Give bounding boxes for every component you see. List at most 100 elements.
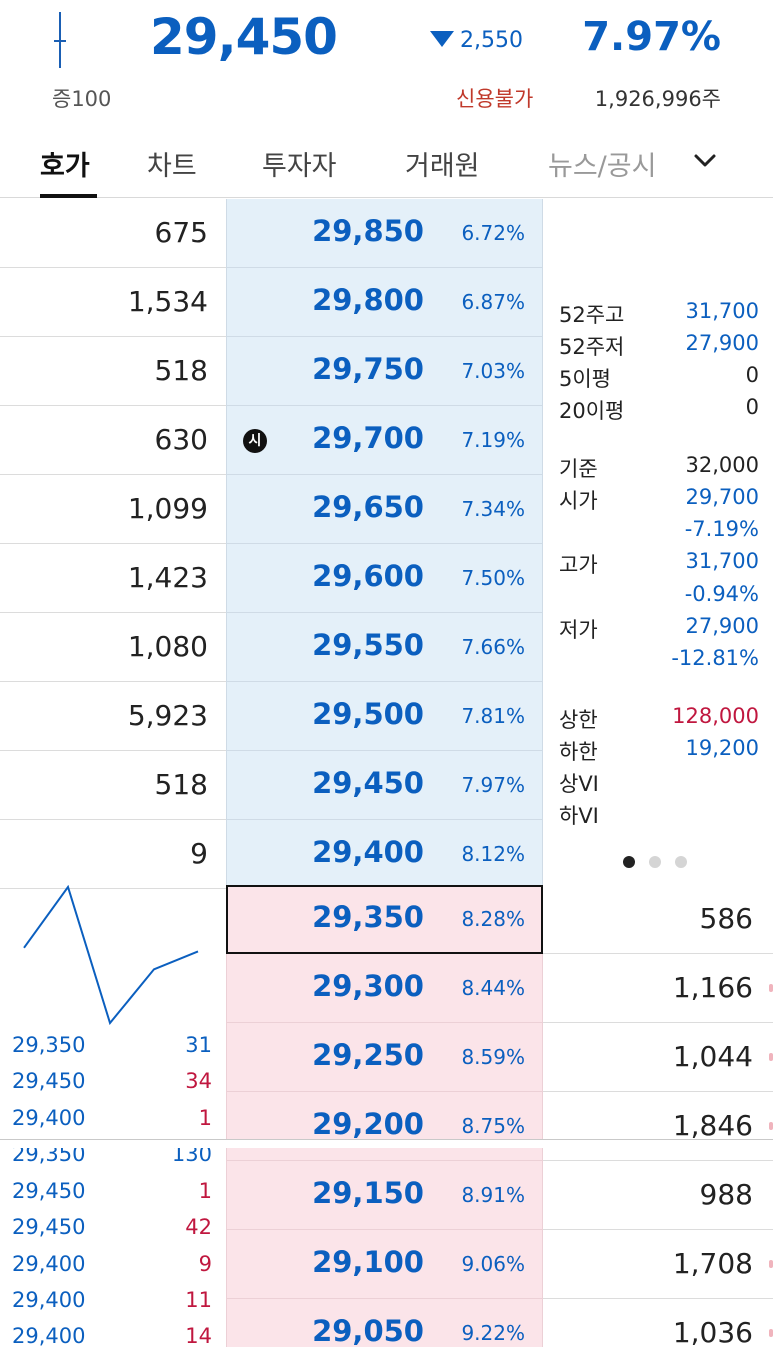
ask-quantity: 1,534 — [127, 285, 208, 318]
ask-rate: 7.19% — [461, 428, 525, 452]
ask-price: 29,800 — [312, 283, 424, 317]
bid-rate: 9.06% — [461, 1252, 525, 1276]
ask-quantity: 9 — [190, 837, 208, 870]
bid-price: 29,200 — [312, 1107, 424, 1141]
ask-price: 29,650 — [312, 490, 424, 524]
bid-price: 29,350 — [312, 900, 424, 934]
bar-edge-mark — [769, 1122, 773, 1130]
ask-row[interactable]: 5,923 29,500 7.81% — [0, 682, 773, 751]
ask-row[interactable]: 518 29,450 7.97% — [0, 751, 773, 820]
intraday-sparkline — [23, 885, 199, 1025]
current-price: 29,450 — [150, 8, 338, 66]
bar-edge-mark — [769, 1329, 773, 1337]
bid-rate: 8.44% — [461, 976, 525, 1000]
ask-row[interactable]: 1,099 29,650 7.34% — [0, 475, 773, 544]
ask-row[interactable]: 1,534 29,800 6.87% — [0, 268, 773, 337]
info-ma5: 5이평 0 — [559, 363, 759, 391]
ask-rate: 7.66% — [461, 635, 525, 659]
bar-edge-mark — [769, 984, 773, 992]
bid-quantity: 586 — [699, 902, 753, 935]
stock-header: 29,450 2,550 7.97% 증100 신용불가 1,926,996주 — [0, 0, 773, 128]
bid-row[interactable]: 29,250 8.59% 1,044 — [0, 1023, 773, 1092]
ask-rate: 6.72% — [461, 221, 525, 245]
bid-price: 29,050 — [312, 1314, 424, 1347]
sparkline-path — [23, 885, 199, 1025]
ask-quantity: 1,423 — [127, 561, 208, 594]
ask-row[interactable]: 630 시 29,700 7.19% — [0, 406, 773, 475]
trade-row: 29,450 42 — [12, 1215, 212, 1239]
trade-row: 29,400 11 — [12, 1288, 212, 1312]
ask-rate: 7.81% — [461, 704, 525, 728]
info-lower-vi: 하VI — [559, 804, 599, 828]
change-rate: 7.97% — [582, 14, 721, 60]
ask-rate: 7.34% — [461, 497, 525, 521]
ask-rate: 7.50% — [461, 566, 525, 590]
credit-status: 신용불가 — [456, 87, 534, 111]
bid-rate: 8.59% — [461, 1045, 525, 1069]
recent-trades-panel[interactable]: 29,350 31 29,450 34 29,400 1 29,350 130 29,4… — [0, 885, 226, 1347]
bid-quantity: 1,166 — [672, 971, 753, 1004]
tab-news[interactable]: 뉴스/공시 — [548, 151, 657, 182]
bar-edge-mark — [769, 1053, 773, 1061]
ask-quantity: 5,923 — [127, 699, 208, 732]
tab-broker[interactable]: 거래원 — [405, 151, 480, 182]
ask-rate: 6.87% — [461, 290, 525, 314]
bid-rate: 8.75% — [461, 1114, 525, 1138]
page-dot — [675, 856, 687, 868]
stock-info-panel[interactable]: 52주고 31,700 52주저 27,900 5이평 0 20이평 0 기준 32,00… — [543, 199, 773, 885]
ask-quantity: 630 — [154, 423, 208, 456]
bid-row[interactable]: 29,350 8.28% 586 — [0, 885, 773, 954]
down-arrow-icon — [430, 31, 454, 47]
bid-rate: 8.28% — [461, 907, 525, 931]
bid-row[interactable]: 29,150 8.91% 988 — [0, 1161, 773, 1230]
trade-row: 29,450 34 — [12, 1069, 212, 1093]
info-52w-low: 52주저 27,900 — [559, 331, 759, 359]
margin-rate: 증100 — [52, 87, 112, 111]
ask-row[interactable]: 9 29,400 8.12% — [0, 820, 773, 889]
bid-quantity: 988 — [699, 1178, 753, 1211]
ask-row[interactable]: 1,080 29,550 7.66% — [0, 613, 773, 682]
trade-row: 29,450 1 — [12, 1179, 212, 1203]
bid-price: 29,100 — [312, 1245, 424, 1279]
info-low-rate: -12.81% — [671, 646, 759, 670]
bid-price: 29,250 — [312, 1038, 424, 1072]
bid-row[interactable]: 29,200 8.75% 1,846 — [0, 1092, 773, 1161]
info-upper-limit: 상한 128,000 — [559, 704, 759, 732]
ask-quantity: 1,080 — [127, 630, 208, 663]
bid-quantity: 1,708 — [672, 1247, 753, 1280]
info-high-rate: -0.94% — [684, 582, 759, 606]
tab-orderbook[interactable]: 호가 — [40, 151, 90, 182]
bid-price: 29,150 — [312, 1176, 424, 1210]
page-indicator[interactable] — [623, 856, 693, 870]
bid-row[interactable]: 29,300 8.44% 1,166 — [0, 954, 773, 1023]
trade-row: 29,400 9 — [12, 1252, 212, 1276]
tab-chart[interactable]: 차트 — [147, 151, 197, 182]
trade-row: 29,400 1 — [12, 1106, 212, 1130]
info-ma20: 20이평 0 — [559, 395, 759, 423]
bid-rate: 9.22% — [461, 1321, 525, 1345]
ask-row[interactable]: 675 29,850 6.72% — [0, 199, 773, 268]
ask-price: 29,700 — [312, 421, 424, 455]
info-open-rate: -7.19% — [684, 517, 759, 541]
bid-row[interactable]: 29,050 9.22% 1,036 — [0, 1299, 773, 1347]
bar-edge-mark — [769, 1260, 773, 1268]
ask-price: 29,500 — [312, 697, 424, 731]
bid-price: 29,300 — [312, 969, 424, 1003]
bid-row[interactable]: 29,100 9.06% 1,708 — [0, 1230, 773, 1299]
active-tab-indicator — [40, 194, 97, 198]
bottom-divider — [0, 1139, 773, 1148]
tab-investor[interactable]: 투자자 — [262, 151, 337, 182]
info-lower-limit: 하한 19,200 — [559, 736, 759, 764]
info-open: 시가 29,700 — [559, 485, 759, 513]
ask-row[interactable]: 1,423 29,600 7.50% — [0, 544, 773, 613]
trade-row: 29,350 31 — [12, 1033, 212, 1057]
ask-row[interactable]: 518 29,750 7.03% — [0, 337, 773, 406]
current-price-cell: 29,350 8.28% — [226, 885, 543, 954]
info-upper-vi: 상VI — [559, 772, 599, 796]
page-dot — [649, 856, 661, 868]
trade-volume: 1,926,996주 — [594, 87, 721, 111]
ask-price: 29,850 — [312, 214, 424, 248]
bid-rate: 8.91% — [461, 1183, 525, 1207]
ask-price: 29,600 — [312, 559, 424, 593]
chevron-down-icon[interactable] — [690, 146, 720, 176]
